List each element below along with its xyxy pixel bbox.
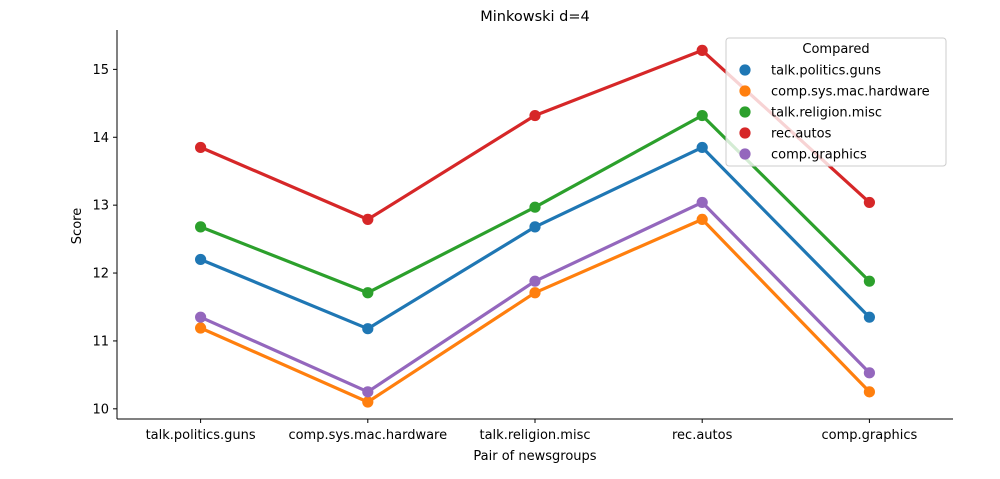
y-tick-label: 10 — [92, 402, 109, 417]
y-tick-label: 12 — [92, 267, 109, 282]
legend-marker — [739, 127, 751, 139]
legend: Compared talk.politics.guns comp.sys.mac.… — [725, 37, 947, 167]
legend-title: Compared — [802, 42, 869, 57]
data-point — [529, 109, 541, 122]
y-tick-label: 14 — [92, 131, 109, 146]
axes: 10 11 12 13 14 15 talk.politics.guns comp.sys.m… — [92, 30, 953, 443]
data-point — [863, 367, 876, 379]
legend-label: comp.graphics — [771, 148, 867, 163]
data-point — [529, 287, 541, 299]
data-point — [362, 287, 374, 299]
y-tick-label: 11 — [92, 334, 109, 349]
legend-label: talk.religion.misc — [771, 106, 882, 121]
data-point — [362, 323, 374, 335]
series-layer — [195, 44, 876, 408]
data-point — [529, 221, 541, 233]
x-tick-label: comp.sys.mac.hardware — [288, 428, 447, 443]
x-tick-label: talk.religion.misc — [479, 428, 590, 443]
x-axis-label: Pair of newsgroups — [473, 449, 596, 464]
x-tick-label: comp.graphics — [822, 428, 918, 443]
data-point — [195, 253, 207, 266]
data-point — [195, 311, 207, 323]
chart-title: Minkowski d=4 — [480, 9, 590, 25]
data-point — [863, 275, 876, 287]
data-point — [696, 213, 708, 226]
data-point — [696, 141, 708, 154]
y-axis-label: Score — [70, 208, 85, 244]
data-point — [863, 386, 876, 398]
data-point — [529, 275, 541, 287]
legend-label: rec.autos — [771, 127, 832, 142]
legend-marker — [739, 106, 751, 118]
legend-box — [725, 37, 947, 167]
legend-label: talk.politics.guns — [771, 64, 881, 79]
data-point — [696, 109, 708, 122]
data-point — [362, 396, 374, 408]
data-point — [529, 201, 541, 213]
series-line — [199, 145, 872, 331]
data-point — [863, 311, 876, 323]
data-point — [863, 196, 876, 209]
x-tick-label: talk.politics.guns — [146, 428, 256, 443]
data-point — [362, 213, 374, 226]
data-point — [195, 141, 207, 154]
y-tick-label: 13 — [92, 199, 109, 214]
data-point — [195, 322, 207, 334]
x-tick-label: rec.autos — [672, 428, 733, 443]
y-tick-label: 15 — [92, 63, 109, 78]
legend-marker — [739, 148, 751, 160]
legend-marker — [739, 64, 751, 76]
data-point — [362, 386, 374, 398]
data-point — [195, 221, 207, 233]
legend-label: comp.sys.mac.hardware — [771, 85, 930, 100]
series-line — [199, 217, 872, 404]
data-point — [696, 196, 708, 209]
legend-marker — [739, 85, 751, 97]
data-point — [696, 44, 708, 56]
